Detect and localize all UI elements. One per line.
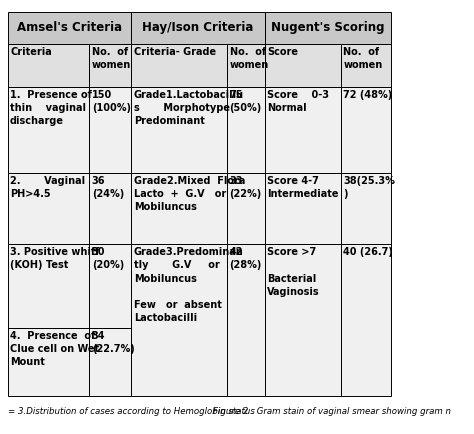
Text: 33
(22%): 33 (22%) xyxy=(229,176,262,199)
Text: 3. Positive whiff
(KOH) Test: 3. Positive whiff (KOH) Test xyxy=(10,247,100,270)
Bar xyxy=(341,173,391,244)
Text: No.  of
women: No. of women xyxy=(92,47,131,70)
Text: 2.       Vaginal
PH>4.5: 2. Vaginal PH>4.5 xyxy=(10,176,85,199)
Bar xyxy=(8,87,90,173)
Text: Grade1.Lactobacillu
s       Morphotype
Predominant: Grade1.Lactobacillu s Morphotype Predomi… xyxy=(134,90,244,126)
Bar xyxy=(227,44,265,87)
Bar xyxy=(131,87,227,173)
Text: Hay/Ison Criteria: Hay/Ison Criteria xyxy=(142,21,254,34)
Text: Criteria- Grade: Criteria- Grade xyxy=(134,47,216,57)
Bar xyxy=(131,44,227,87)
Bar xyxy=(8,173,90,244)
Text: 42
(28%): 42 (28%) xyxy=(229,247,262,270)
Bar xyxy=(90,328,131,396)
Bar xyxy=(8,244,90,328)
Bar xyxy=(265,173,341,244)
Text: 36
(24%): 36 (24%) xyxy=(92,176,124,199)
Bar xyxy=(8,44,90,87)
Bar xyxy=(341,244,391,396)
Text: Grade2.Mixed  Flora
Lacto  +  G.V   or
Mobiluncus: Grade2.Mixed Flora Lacto + G.V or Mobilu… xyxy=(134,176,245,212)
Text: 75
(50%): 75 (50%) xyxy=(229,90,262,113)
Text: Figure 2 : Gram stain of vaginal smear showing gram n: Figure 2 : Gram stain of vaginal smear s… xyxy=(213,407,451,416)
Text: 30
(20%): 30 (20%) xyxy=(92,247,124,270)
Text: Score >7

Bacterial
Vaginosis: Score >7 Bacterial Vaginosis xyxy=(267,247,320,297)
Text: Score: Score xyxy=(267,47,299,57)
Bar xyxy=(8,328,90,396)
Bar xyxy=(90,244,131,328)
Bar xyxy=(265,244,341,396)
Text: Score 4-7
Intermediate: Score 4-7 Intermediate xyxy=(267,176,339,199)
Text: 4.  Presence  of
Clue cell on Wet
Mount: 4. Presence of Clue cell on Wet Mount xyxy=(10,331,99,367)
Bar xyxy=(341,44,391,87)
Text: No.  of
women: No. of women xyxy=(343,47,383,70)
Text: 72 (48%): 72 (48%) xyxy=(343,90,392,100)
Text: 38(25.3%
): 38(25.3% ) xyxy=(343,176,395,199)
Bar xyxy=(341,87,391,173)
Text: 34
(22.7%): 34 (22.7%) xyxy=(92,331,135,354)
Bar xyxy=(131,244,227,396)
Bar xyxy=(227,87,265,173)
Bar xyxy=(90,173,131,244)
Text: = 3.Distribution of cases according to Hemoglobin status: = 3.Distribution of cases according to H… xyxy=(8,407,255,416)
Text: Amsel's Criteria: Amsel's Criteria xyxy=(17,21,122,34)
Bar xyxy=(227,173,265,244)
Bar xyxy=(131,173,227,244)
Bar xyxy=(265,87,341,173)
Text: No.  of
women: No. of women xyxy=(229,47,269,70)
Bar xyxy=(131,12,265,44)
Text: Score    0-3
Normal: Score 0-3 Normal xyxy=(267,90,329,113)
Text: Nugent's Scoring: Nugent's Scoring xyxy=(271,21,384,34)
Bar xyxy=(90,44,131,87)
Text: 1.  Presence of
thin    vaginal
discharge: 1. Presence of thin vaginal discharge xyxy=(10,90,92,126)
Text: Criteria: Criteria xyxy=(10,47,52,57)
Bar xyxy=(265,12,391,44)
Bar xyxy=(90,87,131,173)
Bar xyxy=(227,244,265,396)
Text: 40 (26.7): 40 (26.7) xyxy=(343,247,393,257)
Text: Grade3.Predominan
tly       G.V     or
Mobiluncus

Few   or  absent
Lactobacilli: Grade3.Predominan tly G.V or Mobiluncus … xyxy=(134,247,244,323)
Bar xyxy=(8,12,131,44)
Bar xyxy=(265,44,341,87)
Text: 150
(100%): 150 (100%) xyxy=(92,90,131,113)
